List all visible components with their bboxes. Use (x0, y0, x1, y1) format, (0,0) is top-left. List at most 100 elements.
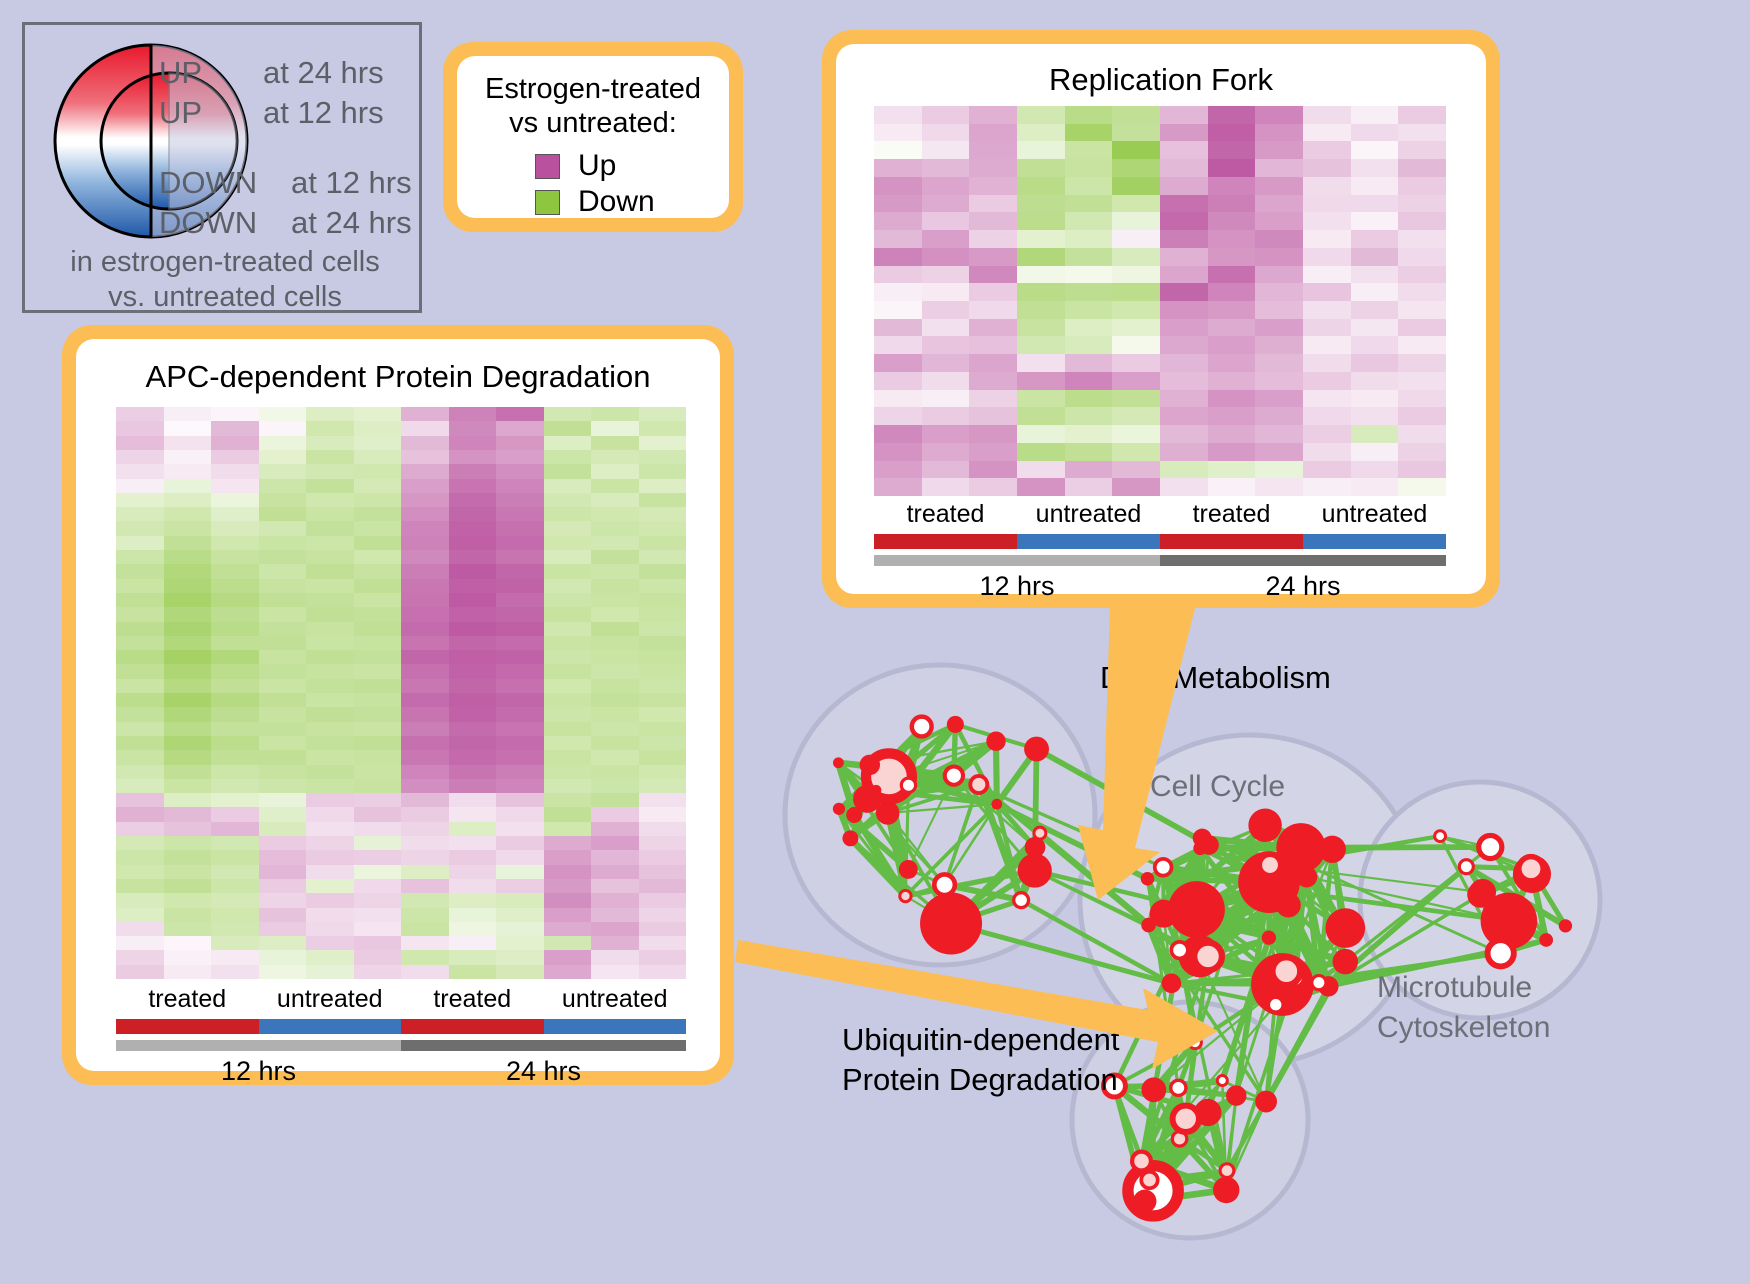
network-node[interactable] (1220, 1164, 1234, 1178)
network-node[interactable] (1141, 1172, 1157, 1188)
network-node[interactable] (1333, 949, 1359, 975)
heatmap-cell (401, 836, 449, 850)
network-node[interactable] (1276, 893, 1301, 918)
heatmap-cell (116, 421, 164, 435)
wheel-state-1: UP (159, 97, 202, 128)
network-node[interactable] (1217, 1076, 1227, 1086)
network-node[interactable] (1162, 974, 1182, 994)
network-node[interactable] (1255, 1091, 1277, 1113)
network-node[interactable] (1018, 853, 1052, 887)
heatmap-cell (211, 536, 259, 550)
network-node[interactable] (842, 830, 858, 846)
heatmap-cell (544, 707, 592, 721)
network-node[interactable] (1559, 919, 1572, 932)
heatmap-cell (449, 850, 497, 864)
network-node[interactable] (1479, 835, 1502, 858)
network-node[interactable] (1141, 918, 1156, 933)
network-node[interactable] (1213, 1177, 1239, 1203)
heatmap-cell (922, 443, 970, 461)
network-node[interactable] (945, 767, 963, 785)
network-node[interactable] (1325, 908, 1365, 948)
heatmap-cell (639, 593, 687, 607)
heatmap-cell (496, 750, 544, 764)
network-node[interactable] (986, 732, 1005, 751)
network-node[interactable] (970, 776, 987, 793)
network-node[interactable] (860, 755, 880, 775)
network-node[interactable] (1194, 943, 1222, 971)
heatmap-cell (211, 550, 259, 564)
heatmap-cell (591, 450, 639, 464)
heatmap-cell (922, 372, 970, 390)
network-node[interactable] (1171, 1080, 1186, 1095)
network-node[interactable] (1262, 930, 1276, 944)
heatmap-cell (211, 765, 259, 779)
heatmap-cell (164, 865, 212, 879)
network-node[interactable] (901, 778, 915, 792)
network-node[interactable] (1278, 884, 1291, 897)
network-node[interactable] (1141, 872, 1155, 886)
heatmap-cell (1208, 195, 1256, 213)
network-node[interactable] (1459, 860, 1473, 874)
network-node[interactable] (1296, 856, 1311, 871)
heatmap-cell (306, 464, 354, 478)
network-node[interactable] (1539, 933, 1553, 947)
network-node[interactable] (900, 890, 911, 901)
network-node[interactable] (1519, 857, 1543, 881)
network-node[interactable] (1312, 976, 1326, 990)
heatmap-cell (639, 908, 687, 922)
heatmap-cell (1398, 336, 1446, 354)
heatmap-cell (449, 450, 497, 464)
network-node[interactable] (1133, 1190, 1156, 1213)
heatmap-cell (306, 936, 354, 950)
network-node[interactable] (1014, 893, 1029, 908)
heatmap-cell (211, 922, 259, 936)
network-node[interactable] (1319, 836, 1346, 863)
network-node[interactable] (853, 785, 881, 813)
heatmap-cell (639, 436, 687, 450)
network-node[interactable] (833, 803, 845, 815)
heatmap-cell (401, 436, 449, 450)
heatmap-cell (354, 507, 402, 521)
network-node[interactable] (1488, 940, 1514, 966)
heatmap-cell (874, 301, 922, 319)
heatmap-cell (1112, 124, 1160, 142)
heatmap-cell (116, 479, 164, 493)
network-node[interactable] (1260, 855, 1281, 876)
heatmap-cell (211, 908, 259, 922)
network-node[interactable] (1248, 809, 1281, 842)
heatmap-cell (591, 536, 639, 550)
heatmap-cell (496, 622, 544, 636)
network-node[interactable] (1272, 957, 1300, 985)
network-node[interactable] (947, 716, 964, 733)
heatmap-cell (496, 679, 544, 693)
network-node[interactable] (1189, 1036, 1202, 1049)
network-node[interactable] (991, 799, 1002, 810)
heatmap-cell (639, 936, 687, 950)
network-node[interactable] (1268, 997, 1283, 1012)
heatmap-cell (1303, 141, 1351, 159)
network-node[interactable] (1173, 1106, 1199, 1132)
heatmap-cell (354, 664, 402, 678)
heatmap-cell (354, 707, 402, 721)
colorwheel-caption-line2: vs. untreated cells (25, 280, 425, 315)
heatmap-cell (116, 679, 164, 693)
network-node[interactable] (1226, 1085, 1246, 1105)
network-node[interactable] (1141, 1077, 1166, 1102)
network-node[interactable] (1025, 837, 1046, 858)
network-node[interactable] (934, 874, 955, 895)
heatmap-cell (1208, 372, 1256, 390)
network-node[interactable] (1024, 737, 1049, 762)
network-node[interactable] (1193, 829, 1212, 848)
network-node[interactable] (912, 717, 932, 737)
network-node[interactable] (1132, 1152, 1151, 1171)
network-node[interactable] (1171, 942, 1187, 958)
network-node[interactable] (833, 757, 844, 768)
network-node[interactable] (920, 892, 982, 954)
heatmap-cell (591, 693, 639, 707)
heatmap-cell (1017, 443, 1065, 461)
network-node[interactable] (1467, 881, 1493, 907)
network-node[interactable] (1155, 859, 1172, 876)
network-node[interactable] (899, 860, 918, 879)
network-node[interactable] (1435, 831, 1446, 842)
heatmap-cell (922, 230, 970, 248)
